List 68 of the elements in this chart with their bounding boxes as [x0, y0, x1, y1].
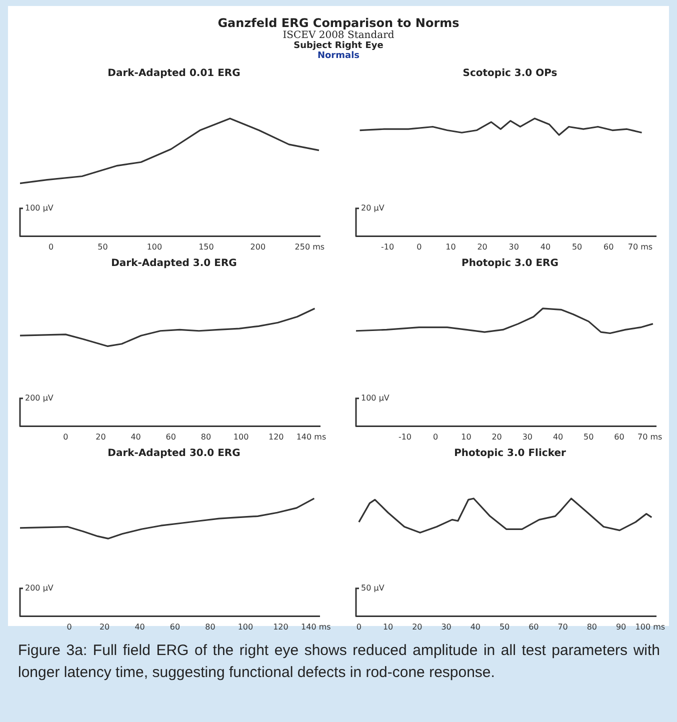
x-tick-label: 0: [48, 242, 54, 252]
x-tick-label: 40: [134, 622, 145, 632]
chart-title: Dark-Adapted 3.0 ERG: [110, 258, 238, 269]
x-tick-label: 60: [604, 242, 614, 252]
x-tick-label: 40: [470, 622, 481, 632]
x-tick-label: 0: [416, 242, 422, 252]
x-tick-label: 80: [586, 622, 598, 632]
x-tick-label: 20: [412, 622, 422, 632]
x-tick-label: 10: [382, 622, 394, 632]
x-tick-label: 250 ms: [294, 242, 325, 252]
x-tick-label: 20: [477, 242, 488, 252]
x-tick-label: 50: [499, 622, 510, 632]
chart-title: Dark-Adapted 0.01 ERG: [106, 68, 242, 79]
x-tick-label: 70 ms: [638, 432, 662, 442]
x-tick-label: 60: [166, 432, 176, 442]
x-tick-label: 20: [492, 432, 502, 442]
x-tick-label: 100 ms: [635, 622, 666, 632]
x-tick-label: 0: [356, 622, 362, 632]
x-tick-label: 20: [96, 432, 106, 442]
x-tick-label: 0: [63, 432, 68, 442]
x-tick-label: 100: [146, 242, 162, 252]
x-tick-label: 30: [522, 432, 533, 442]
x-tick-label: 0: [66, 622, 72, 632]
x-tick-label: 10: [446, 242, 456, 252]
x-tick-label: 70: [558, 622, 568, 632]
x-tick-label: 100: [233, 432, 249, 442]
x-tick-label: 30: [441, 622, 452, 632]
x-tick-label: -10: [381, 242, 394, 252]
x-tick-label: 20: [99, 622, 110, 632]
x-tick-label: 120: [273, 622, 288, 632]
y-axis-title: 200 µV: [25, 583, 54, 592]
x-tick-label: 50: [572, 242, 582, 252]
x-tick-label: 80: [205, 622, 216, 632]
y-axis-title: 100 µV: [25, 203, 54, 212]
text: Normals: [316, 51, 361, 61]
x-tick-label: 50: [98, 242, 108, 252]
x-tick-label: 80: [200, 432, 212, 442]
y-axis-title: 200 µV: [25, 393, 54, 402]
text: ISCEV 2008 Standard: [282, 30, 396, 41]
x-tick-label: 200: [250, 242, 266, 252]
x-tick-label: 140 ms: [301, 622, 331, 632]
x-tick-label: 0: [433, 432, 438, 442]
y-axis-title: 100 µV: [361, 393, 390, 402]
x-tick-label: -10: [398, 432, 412, 442]
x-tick-label: 40: [552, 432, 564, 442]
x-tick-label: 70 ms: [628, 242, 653, 252]
x-tick-label: 100: [238, 622, 254, 632]
x-tick-label: 60: [614, 432, 624, 442]
x-tick-label: 40: [130, 432, 141, 442]
x-tick-label: 60: [170, 622, 180, 632]
x-tick-label: 40: [540, 242, 551, 252]
y-axis-title: 50 µV: [361, 583, 385, 592]
text: Subject Right Eye: [292, 41, 384, 51]
x-tick-label: 150: [198, 242, 214, 252]
x-tick-label: 60: [528, 622, 539, 632]
chart-title: Photopic 3.0 ERG: [460, 258, 560, 269]
text: Ganzfeld ERG Comparison to Norms: [216, 16, 460, 30]
chart-title: Scotopic 3.0 OPs: [462, 68, 558, 79]
x-tick-label: 90: [616, 622, 626, 632]
chart-title: Dark-Adapted 30.0 ERG: [106, 448, 242, 459]
x-tick-label: 120: [268, 432, 284, 442]
x-tick-label: 10: [461, 432, 472, 442]
x-tick-label: 140 ms: [296, 432, 326, 442]
x-tick-label: 50: [584, 432, 594, 442]
x-tick-label: 30: [508, 242, 519, 252]
y-axis-title: 20 µV: [361, 203, 385, 212]
chart-title: Photopic 3.0 Flicker: [453, 448, 567, 459]
caption: Figure 3a: Full field ERG of the right eye shows reduced amplitude in all test parameters with longer latency time, suggesting functional defects in rod-cone response.: [18, 641, 660, 683]
